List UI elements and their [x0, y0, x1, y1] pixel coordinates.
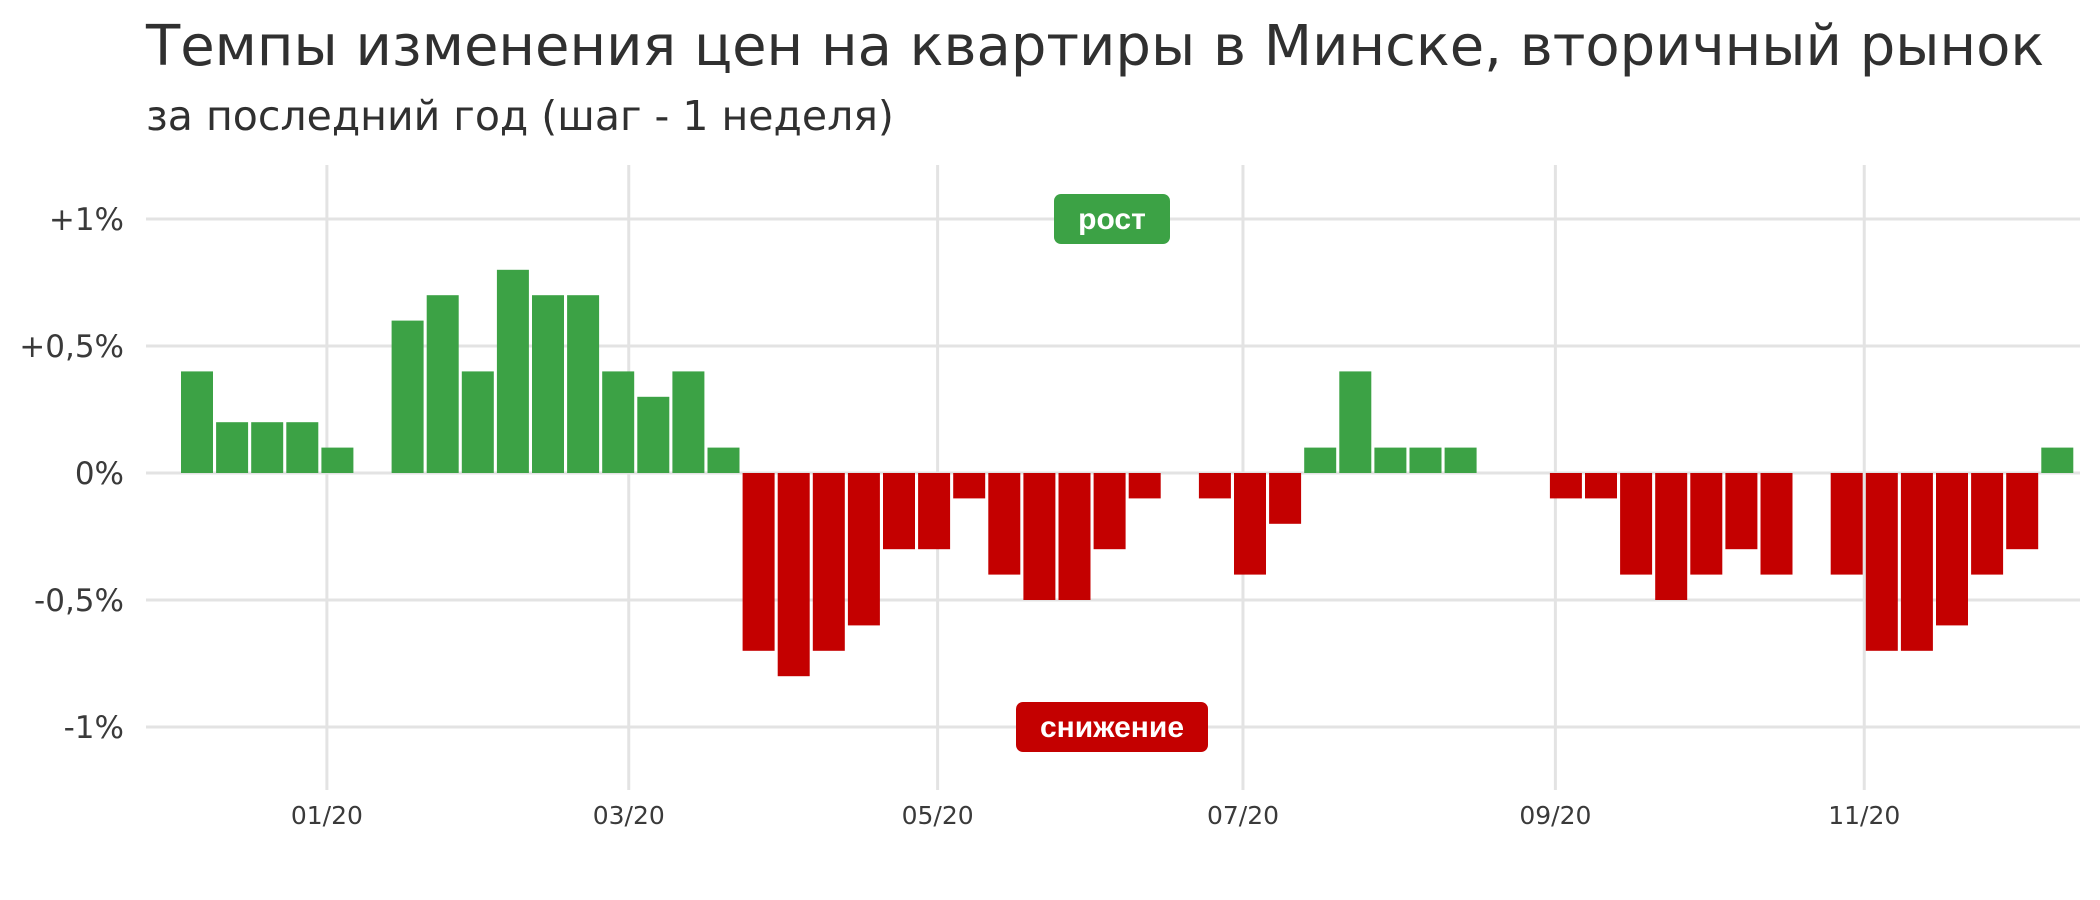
- x-axis-ticks: 01/20 03/20 05/20 07/20 09/20 11/20: [291, 801, 1900, 830]
- bar: [1198, 473, 1231, 499]
- x-tick-label: 03/20: [593, 801, 665, 830]
- bar: [953, 473, 986, 499]
- bar: [777, 473, 810, 677]
- bar: [602, 371, 635, 473]
- chart-title: Темпы изменения цен на квартиры в Минске…: [146, 14, 2045, 79]
- bar: [391, 320, 424, 473]
- bar: [1444, 447, 1477, 473]
- bar: [883, 473, 915, 550]
- bar: [1830, 473, 1863, 575]
- bar: [637, 396, 670, 473]
- annotation-label: рост: [1078, 203, 1146, 236]
- bar: [1585, 473, 1617, 499]
- bar: [1760, 473, 1793, 575]
- bar: [1023, 473, 1056, 600]
- bar: [1374, 447, 1407, 473]
- annotation-badge: рост: [1054, 194, 1170, 244]
- bar: [1690, 473, 1723, 575]
- bar: [1971, 473, 2004, 575]
- bar: [707, 447, 740, 473]
- bar: [672, 371, 705, 473]
- bar: [1865, 473, 1898, 651]
- annotations: рост снижение: [1016, 194, 1208, 752]
- bar: [1093, 473, 1126, 550]
- annotation-badge-bg: [1054, 194, 1170, 244]
- bar: [918, 473, 951, 550]
- bar: [2041, 447, 2074, 473]
- bar: [742, 473, 775, 651]
- bar: [496, 269, 529, 473]
- bar: [426, 295, 459, 473]
- bar: [286, 422, 319, 473]
- bar: [321, 447, 354, 473]
- y-tick-label: 0%: [75, 456, 124, 492]
- chart-subtitle: за последний год (шаг - 1 неделя): [146, 92, 894, 140]
- bar: [1304, 447, 1337, 473]
- annotation-badge: снижение: [1016, 702, 1208, 752]
- bar: [1058, 473, 1091, 600]
- bar: [461, 371, 494, 473]
- bar: [1339, 371, 1372, 473]
- bar: [1269, 473, 1302, 524]
- bar: [988, 473, 1021, 575]
- bar: [812, 473, 845, 651]
- x-tick-label: 09/20: [1519, 801, 1591, 830]
- bar: [1409, 447, 1442, 473]
- bar: [216, 422, 249, 473]
- x-tick-label: 07/20: [1207, 801, 1279, 830]
- bar: [2006, 473, 2039, 550]
- bar: [1620, 473, 1653, 575]
- y-tick-label: +1%: [49, 202, 124, 238]
- annotation-badge-bg: [1016, 702, 1208, 752]
- bar: [1936, 473, 1968, 626]
- y-axis-ticks: +1% +0,5% 0% -0,5% -1%: [19, 202, 124, 746]
- bar: [1549, 473, 1582, 499]
- bar: [1128, 473, 1161, 499]
- y-tick-label: -0,5%: [34, 583, 124, 619]
- bar: [181, 371, 213, 473]
- bars: [181, 269, 2074, 677]
- bar: [1725, 473, 1758, 550]
- y-tick-label: +0,5%: [19, 329, 124, 365]
- x-tick-label: 05/20: [902, 801, 974, 830]
- bar: [1655, 473, 1688, 600]
- bar: [532, 295, 564, 473]
- x-tick-label: 11/20: [1828, 801, 1900, 830]
- bar: [847, 473, 880, 626]
- x-tick-label: 01/20: [291, 801, 363, 830]
- bar: [1234, 473, 1266, 575]
- bar: [251, 422, 284, 473]
- bar: [1900, 473, 1933, 651]
- bar: [567, 295, 600, 473]
- y-tick-label: -1%: [64, 710, 124, 746]
- annotation-label: снижение: [1040, 711, 1184, 744]
